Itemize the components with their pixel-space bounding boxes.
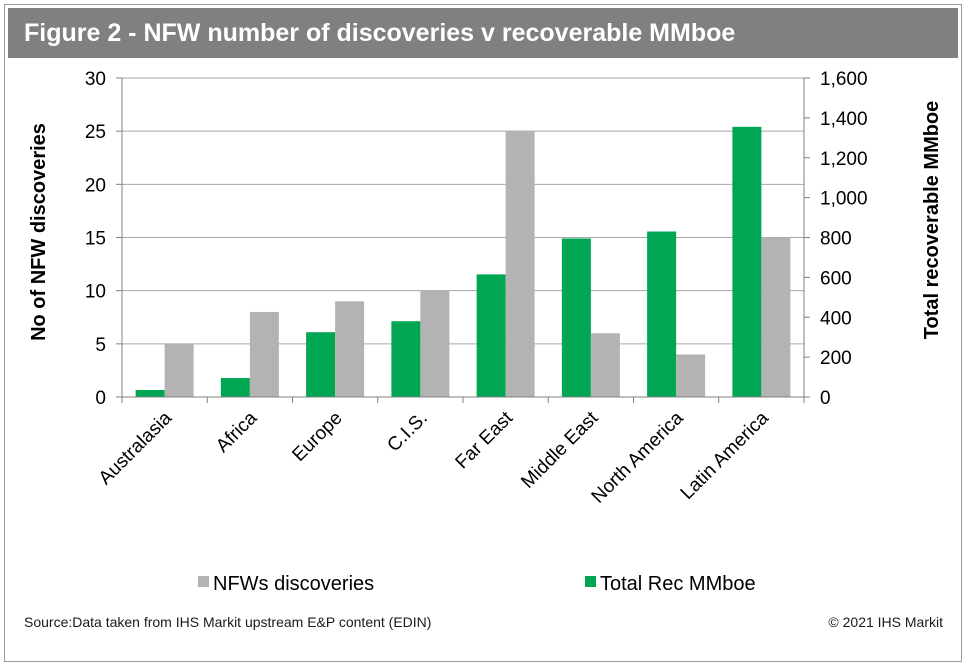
legend-label: NFWs discoveries [213, 573, 374, 595]
bar-total-rec-mmboe [391, 321, 421, 397]
axes [121, 78, 805, 403]
figure-title: Figure 2 - NFW number of discoveries v r… [8, 8, 958, 58]
gridlines [122, 77, 804, 345]
category-label: Far East [452, 407, 518, 473]
category-label: Latin America [677, 407, 774, 504]
legend-label: Total Rec MMboe [600, 573, 756, 595]
bar-nfw-discoveries [761, 237, 791, 397]
bar-total-rec-mmboe [220, 378, 250, 397]
y-axis-label-left: No of NFW discoveries [28, 123, 50, 341]
copyright-note: © 2021 IHS Markit [828, 614, 943, 630]
legend-swatch [198, 576, 209, 587]
bar-total-rec-mmboe [732, 126, 762, 398]
y-tick-label-right: 1,600 [820, 69, 868, 90]
bar-nfw-discoveries [505, 131, 535, 397]
right-axis-ticks: 0 200 400 600 800 1,000 1,200 1,400 1,600 [804, 69, 868, 409]
legend-swatch [585, 576, 596, 587]
bar-total-rec-mmboe [561, 238, 591, 397]
bar-total-rec-mmboe [306, 332, 336, 397]
bar-nfw-discoveries [335, 301, 365, 397]
category-labels: Australasia Africa Europe C.I.S. Far East Mid… [95, 407, 773, 507]
y-tick-label-left: 5 [95, 335, 106, 356]
y-tick-label-right: 200 [820, 348, 852, 369]
y-tick-label-right: 0 [820, 388, 831, 409]
category-label: Australasia [95, 407, 177, 489]
y-tick-label-right: 1,000 [820, 189, 868, 210]
y-tick-label-left: 0 [95, 388, 106, 409]
bar-series [135, 126, 791, 398]
y-tick-label-left: 10 [85, 282, 106, 303]
category-label: Europe [288, 408, 346, 466]
y-axis-label-right: Total recoverable MMboe [921, 101, 943, 340]
y-tick-label-left: 15 [85, 229, 106, 250]
y-tick-label-right: 600 [820, 268, 852, 289]
y-tick-label-left: 20 [85, 175, 106, 196]
bar-nfw-discoveries [249, 311, 279, 397]
y-tick-label-right: 800 [820, 229, 852, 250]
bar-nfw-discoveries [590, 333, 620, 397]
y-tick-label-right: 1,400 [820, 109, 868, 130]
bar-nfw-discoveries [420, 290, 450, 397]
y-tick-label-left: 30 [85, 69, 106, 90]
category-label: C.I.S. [383, 408, 431, 456]
source-note: Source:Data taken from IHS Markit upstre… [24, 614, 432, 630]
category-label: Africa [212, 407, 261, 456]
category-label: North America [588, 407, 688, 507]
bar-nfw-discoveries [164, 343, 194, 397]
left-axis-ticks: 0 5 10 15 20 25 30 [85, 69, 122, 409]
category-label: Middle East [517, 407, 603, 493]
bar-total-rec-mmboe [647, 231, 677, 397]
bar-total-rec-mmboe [476, 274, 506, 397]
bar-total-rec-mmboe [135, 390, 165, 397]
legend: NFWs discoveries Total Rec MMboe [198, 573, 756, 595]
y-tick-label-left: 25 [85, 122, 106, 143]
y-tick-label-right: 1,200 [820, 149, 868, 170]
bar-nfw-discoveries [676, 354, 706, 397]
y-tick-label-right: 400 [820, 308, 852, 329]
